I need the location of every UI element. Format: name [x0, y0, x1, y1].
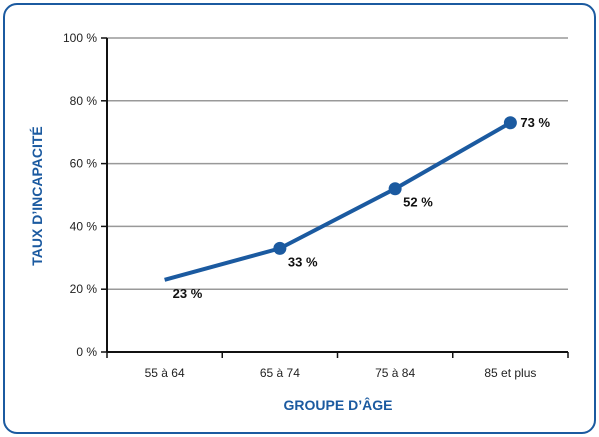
- y-axis-title: TAUX D’INCAPACITÉ: [29, 126, 45, 265]
- x-tick-label: 85 et plus: [484, 366, 536, 380]
- x-axis-title: GROUPE D’ÂGE: [284, 396, 393, 413]
- y-tick-label: 0 %: [76, 345, 97, 359]
- axes: [101, 37, 569, 358]
- data-label: 52 %: [403, 195, 433, 210]
- x-tick-labels: 55 à 64 65 à 74 75 à 84 85 et plus: [145, 366, 537, 380]
- x-tick-label: 75 à 84: [375, 366, 415, 380]
- data-point: [388, 182, 402, 196]
- series-line: [164, 121, 512, 282]
- y-tick-label: 80 %: [70, 94, 98, 108]
- series-group: 23 % 33 % 52 % 73 %: [164, 115, 550, 301]
- data-label: 23 %: [173, 286, 203, 301]
- y-tick-labels: 0 % 20 % 40 % 60 % 80 % 100 %: [63, 31, 97, 359]
- chart-frame: [3, 3, 596, 434]
- data-point: [273, 241, 287, 255]
- x-tick-label: 65 à 74: [260, 366, 300, 380]
- data-label: 33 %: [288, 254, 318, 269]
- data-point: [503, 116, 517, 130]
- y-tick-label: 60 %: [70, 157, 98, 171]
- data-label: 73 %: [520, 115, 550, 130]
- y-tick-label: 40 %: [70, 219, 98, 233]
- y-tick-label: 100 %: [63, 31, 97, 45]
- x-tick-label: 55 à 64: [145, 366, 185, 380]
- gridlines: [107, 37, 568, 290]
- y-tick-label: 20 %: [70, 282, 98, 296]
